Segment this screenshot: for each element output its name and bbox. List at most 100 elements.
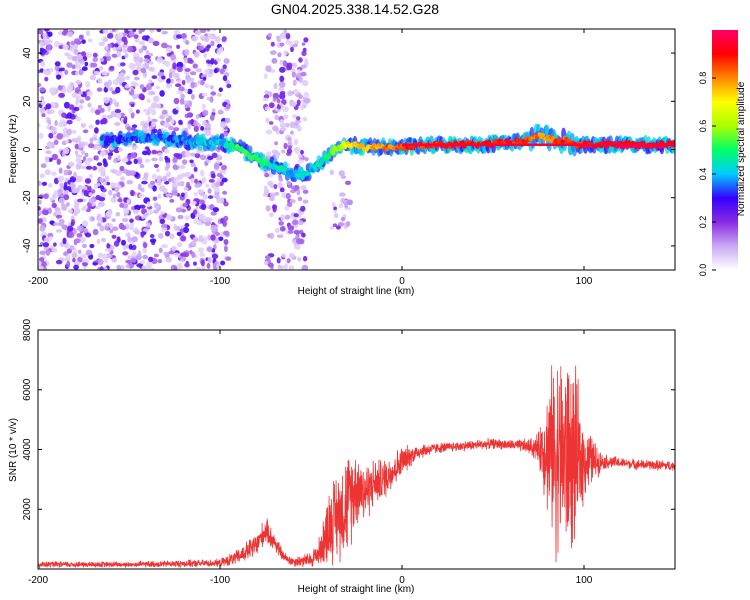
noise-blob bbox=[84, 159, 91, 166]
noise-blob bbox=[66, 31, 74, 37]
noise-blob bbox=[202, 76, 207, 81]
noise-blob bbox=[87, 185, 92, 192]
noise-blob bbox=[94, 127, 99, 134]
noise-blob bbox=[75, 71, 80, 76]
noise-blob bbox=[278, 174, 283, 179]
y-tick-label: 0 bbox=[22, 146, 33, 152]
noise-blob bbox=[38, 122, 41, 128]
noise-blob bbox=[211, 253, 219, 260]
noise-blob bbox=[171, 245, 177, 251]
noise-blob bbox=[85, 165, 93, 170]
noise-blob bbox=[99, 57, 105, 62]
noise-blob bbox=[288, 40, 293, 48]
noise-blob bbox=[279, 75, 285, 83]
noise-blob bbox=[148, 61, 154, 65]
noise-blob bbox=[138, 29, 143, 34]
noise-blob bbox=[115, 211, 121, 217]
noise-blob bbox=[207, 188, 212, 194]
noise-blob bbox=[124, 29, 128, 34]
noise-blob bbox=[40, 99, 45, 106]
noise-blob bbox=[129, 218, 134, 224]
noise-blob bbox=[123, 39, 128, 45]
noise-blob bbox=[161, 30, 168, 35]
noise-blob bbox=[302, 199, 309, 204]
noise-blob bbox=[88, 173, 93, 179]
noise-blob bbox=[194, 178, 199, 184]
noise-blob bbox=[219, 46, 224, 53]
noise-blob bbox=[151, 149, 158, 155]
noise-blob bbox=[81, 165, 86, 169]
snr-line bbox=[38, 365, 675, 569]
noise-blob bbox=[109, 168, 117, 173]
noise-blob bbox=[87, 102, 92, 108]
noise-blob bbox=[205, 217, 213, 222]
noise-blob bbox=[75, 64, 82, 70]
noise-blob bbox=[206, 262, 211, 269]
x-tick-label: -200 bbox=[28, 276, 48, 287]
noise-blob bbox=[271, 149, 279, 155]
noise-blob bbox=[147, 37, 154, 44]
noise-blob bbox=[151, 157, 158, 162]
noise-blob bbox=[117, 198, 123, 203]
noise-blob bbox=[300, 104, 305, 110]
noise-blob bbox=[40, 96, 45, 101]
noise-blob bbox=[345, 180, 351, 185]
noise-blob bbox=[211, 152, 218, 158]
noise-blob bbox=[94, 155, 99, 161]
noise-blob bbox=[53, 177, 59, 185]
noise-blob bbox=[137, 250, 142, 257]
noise-blob bbox=[81, 39, 86, 44]
noise-blob bbox=[44, 157, 50, 164]
noise-blob bbox=[75, 163, 80, 170]
noise-blob bbox=[193, 166, 198, 172]
noise-blob bbox=[56, 158, 61, 165]
noise-blob bbox=[301, 232, 306, 238]
noise-blob bbox=[157, 71, 165, 77]
noise-blob bbox=[134, 204, 141, 211]
noise-blob bbox=[300, 64, 307, 69]
noise-blob bbox=[285, 122, 290, 128]
noise-blob bbox=[179, 98, 185, 105]
noise-blob bbox=[159, 218, 166, 225]
noise-blob bbox=[39, 173, 45, 179]
noise-blob bbox=[290, 185, 295, 190]
noise-blob bbox=[283, 142, 288, 150]
noise-blob bbox=[148, 256, 154, 263]
spectrogram-y-ticks: -40 -20 0 20 40 bbox=[22, 47, 675, 253]
noise-blob bbox=[125, 244, 130, 249]
noise-blob bbox=[173, 252, 180, 257]
noise-blob bbox=[273, 183, 278, 190]
colorbar: 0.0 0.2 0.4 0.6 0.8 Normalized spectral ampl… bbox=[698, 30, 747, 276]
noise-blob bbox=[193, 261, 197, 266]
noise-blob bbox=[199, 154, 207, 161]
noise-blob bbox=[81, 51, 87, 58]
noise-blob bbox=[83, 227, 89, 234]
noise-blob bbox=[296, 116, 301, 121]
noise-blob bbox=[207, 155, 214, 160]
noise-blob bbox=[99, 107, 105, 113]
noise-blob bbox=[38, 260, 42, 266]
noise-blob bbox=[44, 76, 49, 82]
snr-panel: -200 -100 0 100 2000 4000 6000 8000 Height of … bbox=[8, 318, 676, 595]
noise-blob bbox=[172, 156, 178, 163]
noise-blob bbox=[292, 114, 298, 119]
noise-blob bbox=[63, 194, 70, 201]
noise-blob bbox=[122, 49, 129, 53]
noise-blob bbox=[75, 99, 79, 106]
noise-blob bbox=[204, 45, 210, 52]
noise-blob bbox=[96, 162, 103, 167]
x-tick-label: -100 bbox=[210, 575, 230, 586]
noise-blob bbox=[64, 69, 69, 76]
noise-blob bbox=[148, 79, 153, 84]
noise-blob bbox=[198, 247, 204, 253]
noise-blob bbox=[304, 58, 309, 63]
noise-blob bbox=[86, 91, 93, 97]
y-tick-label: 8000 bbox=[22, 318, 33, 341]
noise-blob bbox=[269, 103, 275, 108]
noise-blob bbox=[272, 97, 277, 102]
ridge-core bbox=[331, 150, 336, 156]
noise-blob bbox=[57, 175, 64, 182]
noise-blob bbox=[74, 208, 81, 214]
noise-blob bbox=[267, 32, 272, 38]
noise-blob bbox=[186, 88, 193, 95]
